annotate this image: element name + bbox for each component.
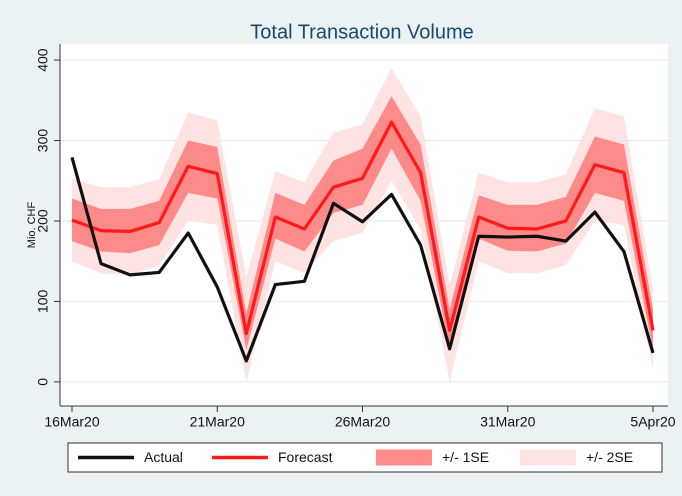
y-tick-label: 200 xyxy=(35,209,51,233)
legend-label: +/- 2SE xyxy=(586,449,633,465)
y-tick-label: 400 xyxy=(35,48,51,72)
chart-title: Total Transaction Volume xyxy=(250,21,473,43)
legend-swatch xyxy=(376,449,432,466)
y-tick-label: 100 xyxy=(35,290,51,314)
x-tick-label: 31Mar20 xyxy=(480,414,535,430)
error-band xyxy=(72,96,653,350)
x-tick-label: 16Mar20 xyxy=(44,414,99,430)
legend-label: Forecast xyxy=(278,449,333,465)
x-tick-label: 21Mar20 xyxy=(190,414,245,430)
line xyxy=(71,120,655,336)
error-band xyxy=(72,68,653,382)
line xyxy=(70,157,655,363)
y-tick-label: 0 xyxy=(35,378,51,386)
legend-swatch xyxy=(520,449,576,466)
legend-label: +/- 1SE xyxy=(442,449,489,465)
legend-label: Actual xyxy=(144,449,183,465)
x-tick-label: 5Apr20 xyxy=(630,414,675,430)
x-tick-label: 26Mar20 xyxy=(335,414,390,430)
y-axis-label: Mio. CHF xyxy=(26,202,38,249)
y-tick-label: 300 xyxy=(35,129,51,153)
